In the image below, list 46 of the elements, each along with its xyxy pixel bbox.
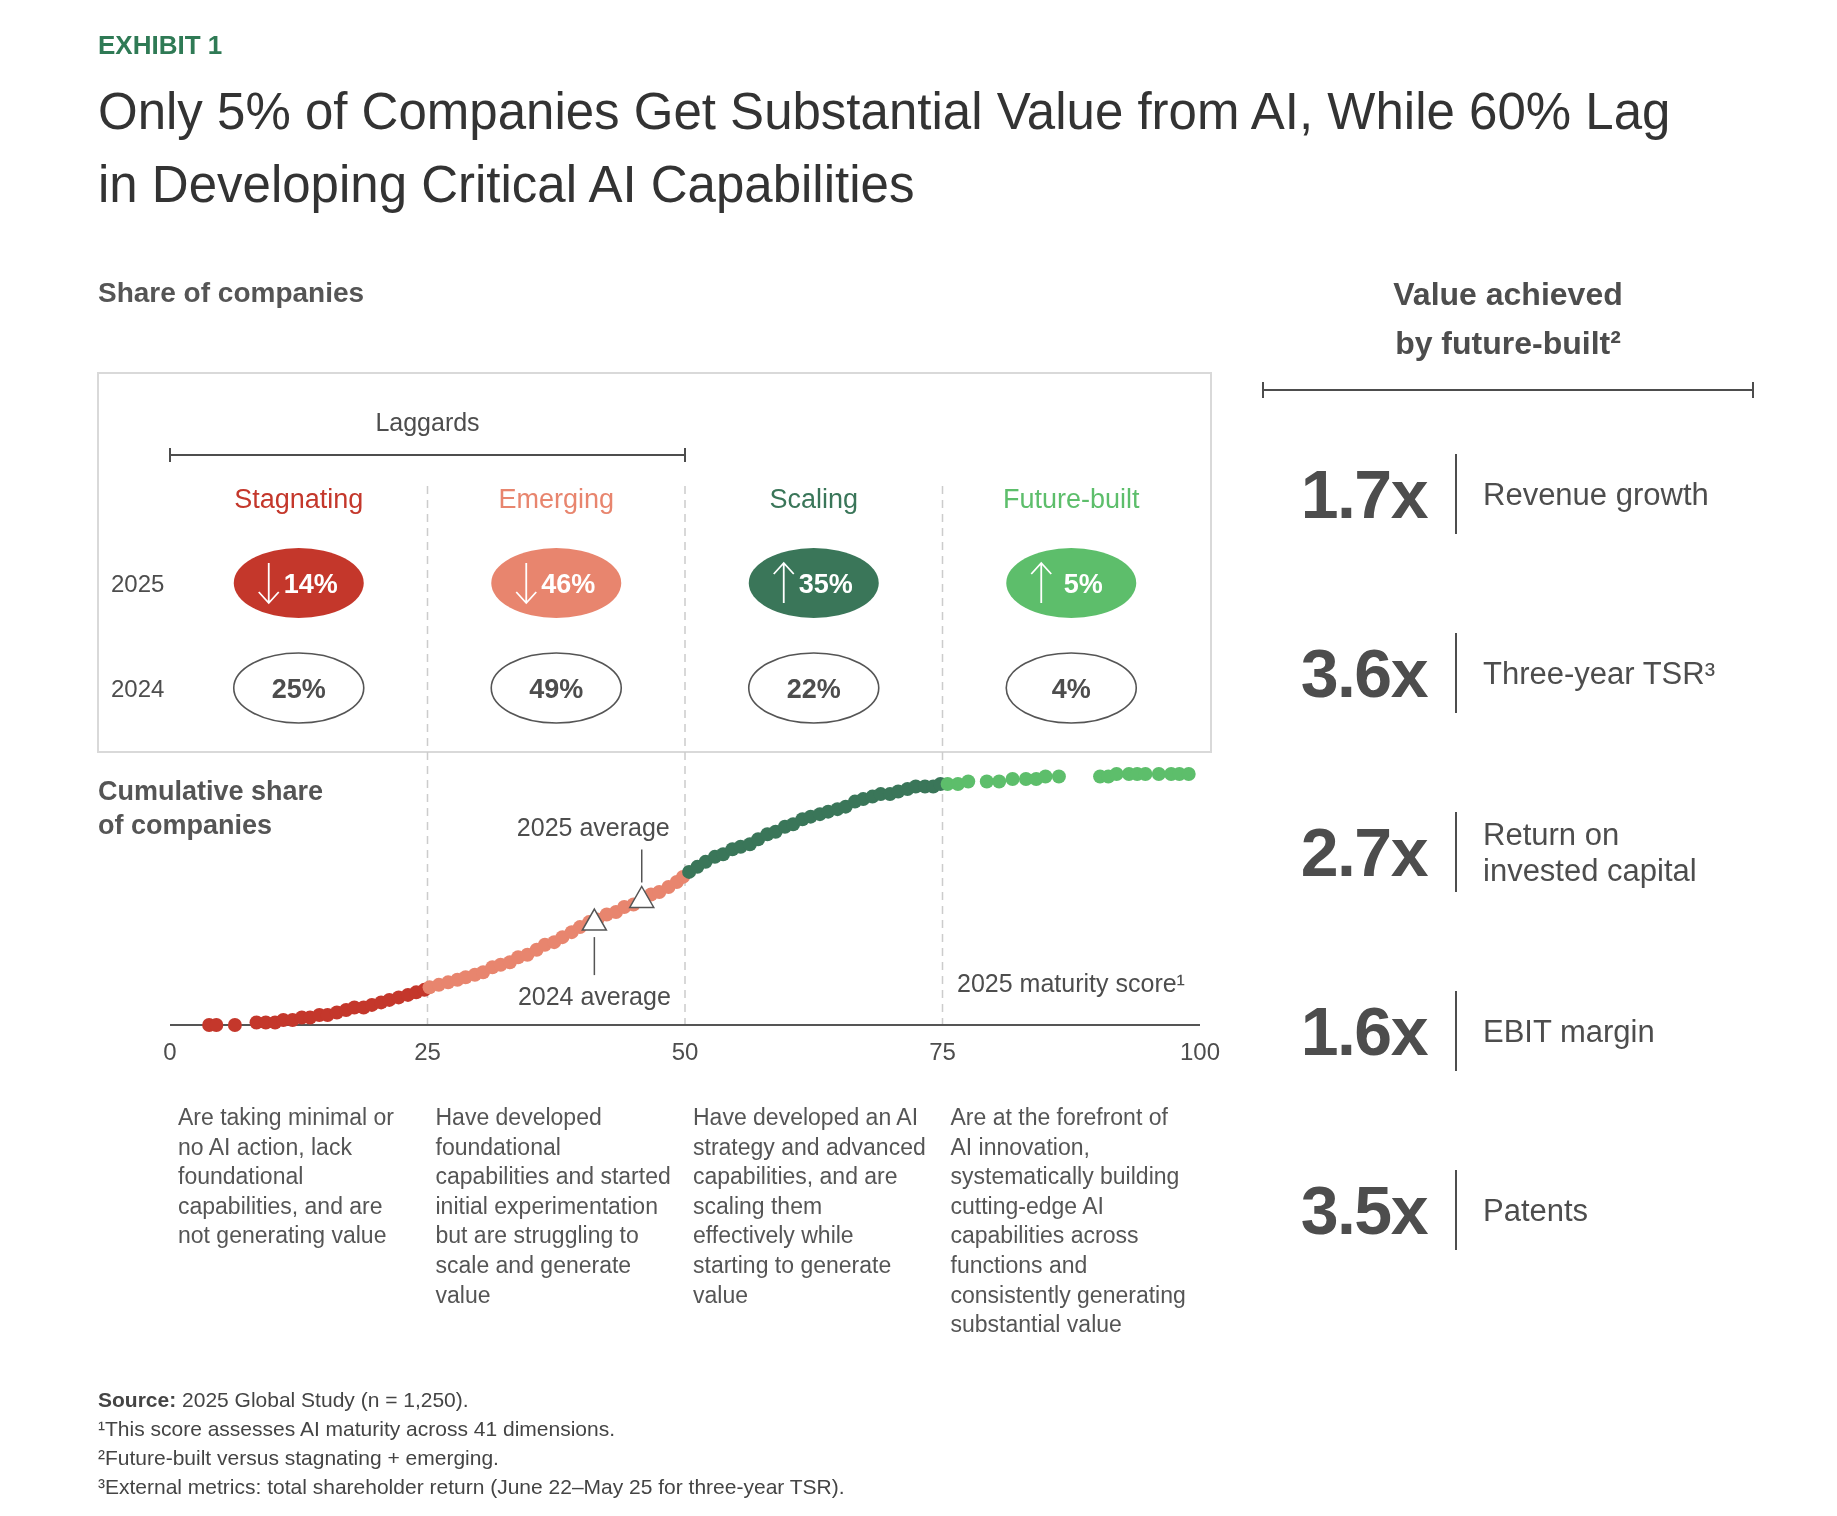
text: 2.7x (1300, 814, 1427, 890)
category-label: 2024 (111, 675, 165, 702)
category-label: Return on invested capital (1483, 817, 1697, 888)
text: ²Future-built versus stagnating + emerging. (98, 1446, 499, 1469)
category-label: Scaling (769, 484, 859, 514)
text: Laggards (375, 408, 480, 436)
category-label: Emerging (498, 484, 615, 514)
category-label: Patents (1483, 1193, 1589, 1228)
text: Only 5% of Companies Get Substantial Value from AI, While 60% Lag in Developing Critical AI Capabilities (98, 83, 1671, 213)
annotation: 2024 average (517, 982, 671, 1011)
text: 1.7x (1300, 456, 1427, 532)
annotation: 2025 average (516, 812, 670, 841)
text: EXHIBIT 1 (98, 30, 223, 60)
data-label: 5% (1063, 569, 1103, 599)
y-axis-title: Cumulative share of companies (98, 776, 324, 840)
category-label: Stagnating (234, 484, 364, 514)
data-label: 14% (283, 569, 338, 599)
data-label: 22% (786, 674, 841, 704)
text: 1.6x (1300, 993, 1427, 1069)
category-label: Revenue growth (1483, 477, 1709, 512)
category-label: Future-built (1002, 484, 1141, 514)
text: Share of companies (98, 277, 365, 308)
data-label: 25% (271, 674, 326, 704)
category-label: EBIT margin (1483, 1014, 1655, 1049)
category-label: Three-year TSR³ (1483, 656, 1715, 691)
text: ³External metrics: total shareholder return (June 22–May 25 for three-year TSR). (98, 1475, 845, 1498)
data-label: 46% (541, 569, 596, 599)
x-tick-label: 25 (414, 1038, 441, 1065)
x-tick-label: 50 (671, 1038, 699, 1065)
x-tick-label: 0 (163, 1038, 177, 1065)
text: Value achieved by future-built² (1393, 276, 1623, 361)
data-label: 4% (1051, 674, 1091, 704)
text: Have developed foundational capabilities and started initial experimentation but are struggling to scale and generate value (435, 1104, 671, 1308)
x-tick-label: 75 (929, 1038, 956, 1065)
data-label: 49% (529, 674, 584, 704)
x-axis-title: 2025 maturity score¹ (957, 969, 1185, 997)
text: 3.5x (1300, 1172, 1427, 1248)
text: Have developed an AI strategy and advanced capabilities, and are scaling them effectively while starting to generate value (693, 1104, 926, 1308)
source-note: Source: 2025 Global Study (n = 1,250). (98, 1388, 469, 1411)
text: 3.6x (1300, 635, 1427, 711)
text: Are taking minimal or no AI action, lack foundational capabilities, and are not generating value (178, 1104, 395, 1249)
text: Are at the forefront of AI innovation, systematically building cutting-edge AI capabilities across functions and consistently generating substantial value (950, 1104, 1186, 1338)
data-label: 35% (798, 569, 853, 599)
x-tick-label: 100 (1179, 1038, 1221, 1065)
category-label: 2025 (111, 570, 165, 597)
text: ¹This score assesses AI maturity across 41 dimensions. (98, 1417, 616, 1440)
